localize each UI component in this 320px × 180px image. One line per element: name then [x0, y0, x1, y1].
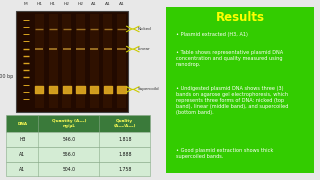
Text: H1: H1: [36, 2, 42, 6]
Bar: [6, 115, 150, 132]
Text: Nicked: Nicked: [138, 27, 151, 31]
Text: 504.0: 504.0: [62, 166, 75, 172]
Text: Linear: Linear: [138, 47, 150, 51]
Text: H3: H3: [19, 137, 26, 142]
Text: Quality
(A₂₆₀/A₂₈₀): Quality (A₂₆₀/A₂₈₀): [114, 120, 136, 128]
Text: 1.888: 1.888: [118, 152, 132, 157]
Bar: [90, 14, 99, 108]
Bar: [16, 21, 128, 26]
Text: A1: A1: [19, 166, 26, 172]
Text: • Plasmid extracted (H3, A1): • Plasmid extracted (H3, A1): [176, 32, 248, 37]
Bar: [16, 107, 128, 112]
Text: Quantity (A₂₆₀)
ng/μL: Quantity (A₂₆₀) ng/μL: [52, 120, 86, 128]
Bar: [117, 14, 126, 108]
Bar: [103, 14, 112, 108]
Text: 546.0: 546.0: [62, 137, 76, 142]
Bar: [35, 14, 44, 108]
Text: 1.758: 1.758: [118, 166, 132, 172]
Text: H2: H2: [64, 2, 70, 6]
Text: 1.818: 1.818: [118, 137, 132, 142]
Text: • Undigested plasmid DNA shows three (3)
bands on agarose gel electrophoresis, w: • Undigested plasmid DNA shows three (3)…: [176, 86, 288, 115]
Bar: [16, 96, 128, 102]
Bar: [16, 16, 128, 21]
Bar: [16, 11, 128, 112]
Bar: [16, 41, 128, 46]
Text: A1: A1: [105, 2, 111, 6]
Text: DNA: DNA: [17, 122, 28, 126]
Text: 1000 bp: 1000 bp: [0, 74, 13, 79]
Bar: [16, 61, 128, 66]
Bar: [16, 26, 128, 31]
Text: • Table shows representative plasmid DNA
concentration and quality measured usin: • Table shows representative plasmid DNA…: [176, 50, 283, 67]
Text: H1: H1: [50, 2, 56, 6]
Bar: [6, 162, 150, 176]
Text: A1: A1: [91, 2, 97, 6]
Text: H2: H2: [77, 2, 84, 6]
Text: A1: A1: [19, 152, 26, 157]
Bar: [16, 76, 128, 81]
Text: • Good plasmid extraction shows thick
supercoiled bands.: • Good plasmid extraction shows thick su…: [176, 148, 273, 159]
Text: A1: A1: [119, 2, 124, 6]
Text: 556.0: 556.0: [62, 152, 76, 157]
Bar: [16, 31, 128, 36]
Bar: [6, 147, 150, 162]
Bar: [49, 14, 58, 108]
Bar: [16, 86, 128, 91]
Bar: [16, 81, 128, 86]
Bar: [16, 91, 128, 96]
Text: Results: Results: [215, 11, 265, 24]
Bar: [16, 66, 128, 71]
Bar: [6, 132, 150, 147]
Bar: [62, 14, 71, 108]
Bar: [16, 51, 128, 56]
Bar: [16, 11, 128, 16]
Text: Supercoild: Supercoild: [138, 87, 159, 91]
Bar: [16, 36, 128, 41]
Bar: [16, 71, 128, 76]
Bar: [16, 56, 128, 61]
Bar: [16, 102, 128, 107]
Bar: [16, 46, 128, 51]
Bar: [76, 14, 85, 108]
Text: M: M: [24, 2, 28, 6]
